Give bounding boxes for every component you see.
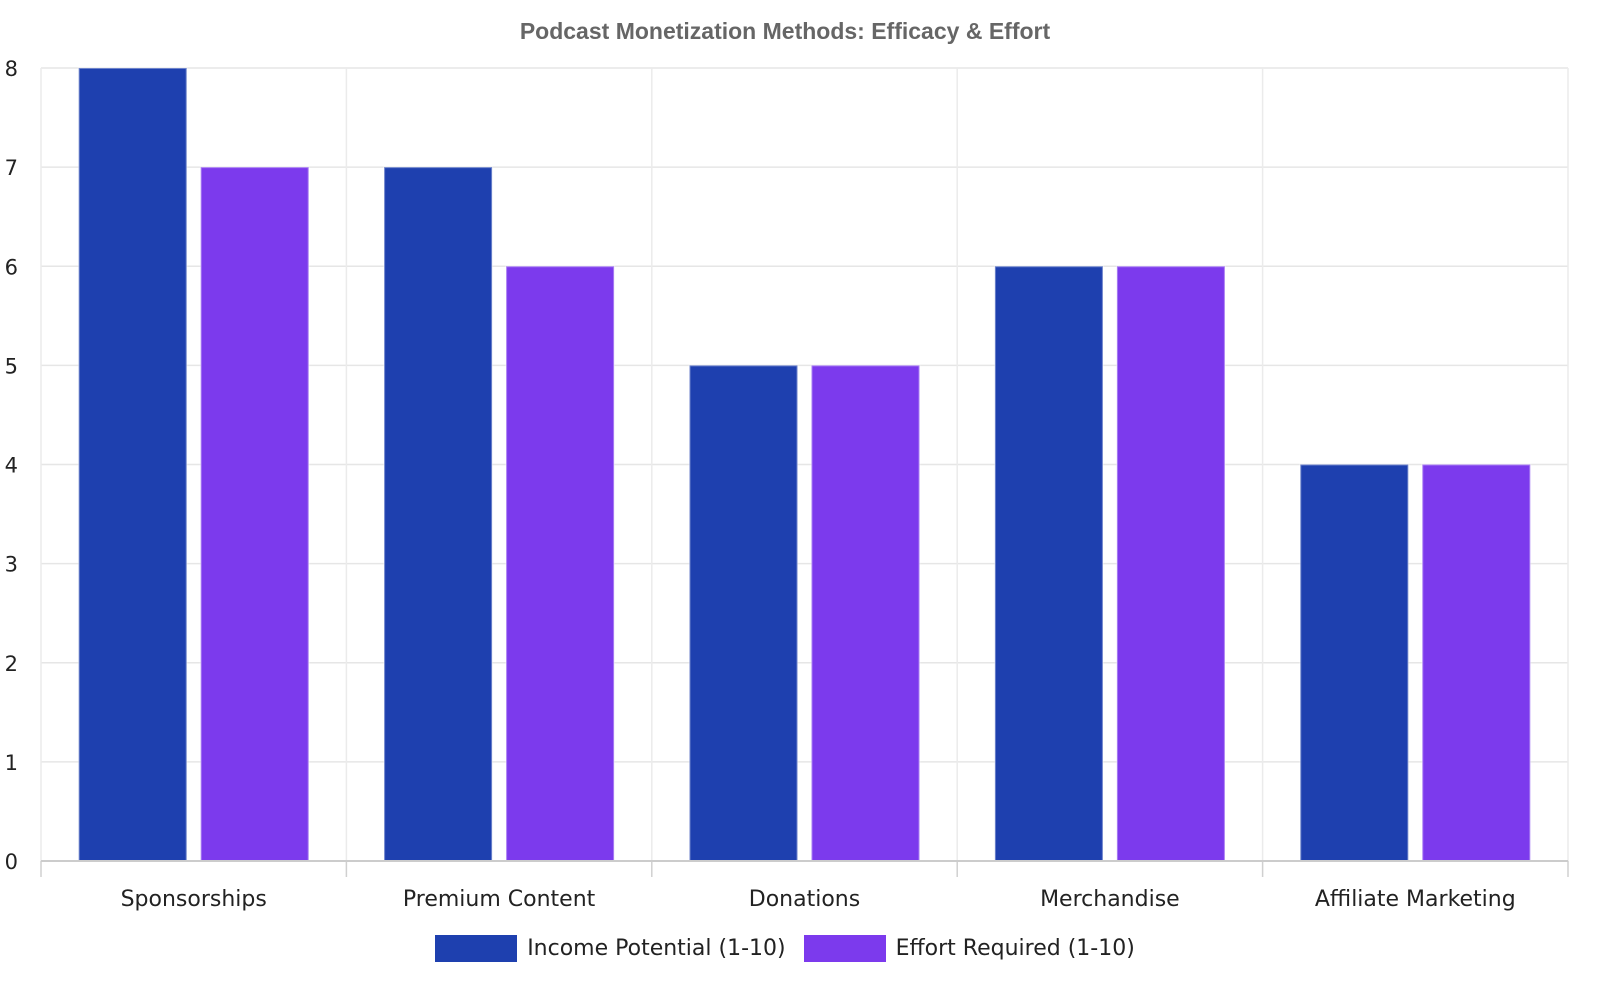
legend-label-effort: Effort Required (1-10) bbox=[895, 936, 1135, 961]
legend-swatch-effort bbox=[803, 935, 886, 962]
y-tick-label: 5 bbox=[5, 354, 18, 378]
x-tick-label: Premium Content bbox=[403, 887, 596, 912]
y-tick-label: 0 bbox=[5, 850, 18, 874]
x-tick-label: Affiliate Marketing bbox=[1315, 887, 1516, 912]
legend-swatch-income bbox=[435, 935, 518, 962]
chart-title: Podcast Monetization Methods: Efficacy &… bbox=[519, 18, 1051, 44]
bar-effort-1 bbox=[505, 265, 616, 862]
bar-effort-0 bbox=[199, 166, 310, 862]
bar-income-2 bbox=[688, 364, 799, 862]
bar-income-1 bbox=[383, 166, 494, 862]
bar-income-0 bbox=[77, 67, 188, 862]
x-tick-label: Sponsorships bbox=[121, 887, 267, 912]
legend-item-income[interactable]: Income Potential (1-10) bbox=[435, 935, 786, 962]
legend-item-effort[interactable]: Effort Required (1-10) bbox=[803, 935, 1135, 962]
bar-effort-2 bbox=[810, 364, 921, 862]
bar-chart: 0 1 2 3 4 5 6 7 8 Sponsorships Premium Content Dona… bbox=[5, 57, 1569, 912]
x-tick-label: Merchandise bbox=[1040, 887, 1180, 912]
y-tick-label: 8 bbox=[5, 57, 18, 81]
axes: 0 1 2 3 4 5 6 7 8 Sponsorships Premium Content Dona… bbox=[5, 57, 1569, 912]
y-tick-label: 1 bbox=[5, 751, 18, 775]
bar-income-4 bbox=[1299, 463, 1410, 862]
bar-effort-3 bbox=[1115, 265, 1226, 862]
legend: Income Potential (1-10) Effort Required … bbox=[0, 935, 1570, 962]
bar-income-3 bbox=[993, 265, 1104, 862]
bars bbox=[77, 67, 1532, 862]
x-tick-label: Donations bbox=[749, 887, 860, 912]
y-tick-label: 2 bbox=[5, 652, 18, 676]
y-tick-label: 7 bbox=[5, 156, 18, 180]
bar-effort-4 bbox=[1421, 463, 1532, 862]
y-tick-label: 6 bbox=[5, 255, 18, 279]
y-tick-label: 4 bbox=[5, 454, 18, 478]
legend-label-income: Income Potential (1-10) bbox=[527, 936, 786, 961]
y-tick-label: 3 bbox=[5, 553, 18, 577]
